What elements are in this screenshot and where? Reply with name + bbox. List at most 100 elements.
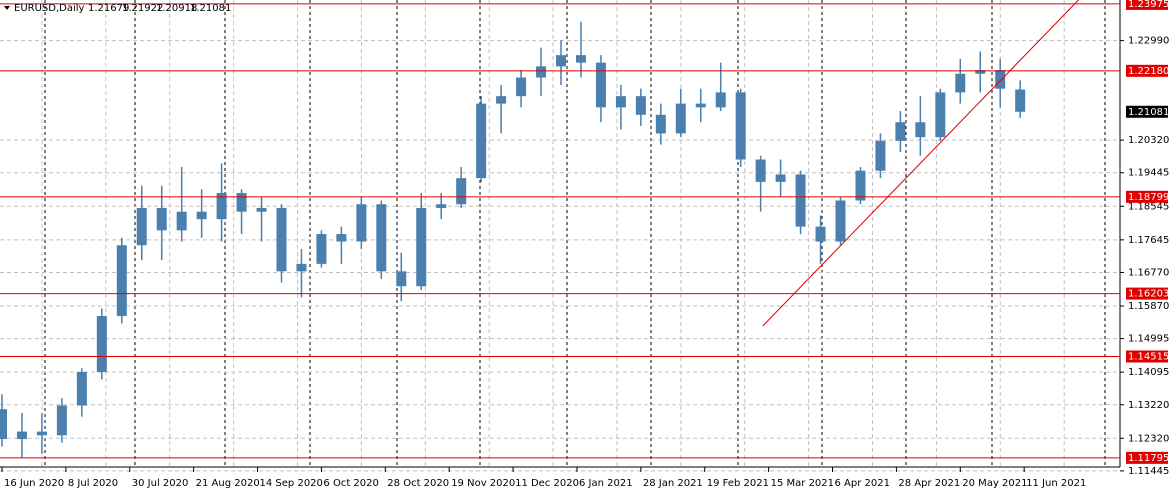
candle-body: [516, 77, 527, 97]
level-label: 1.23975: [1128, 0, 1169, 10]
candle-body: [715, 92, 726, 108]
y-tick-label: 1.18545: [1128, 201, 1169, 212]
level-label-bg: [1126, 190, 1168, 203]
y-tick-label: 1.19445: [1128, 168, 1169, 179]
candle-body: [36, 431, 47, 436]
x-tick-label: 15 Mar 2021: [771, 478, 834, 489]
y-tick-label: 1.14995: [1128, 334, 1169, 345]
trendline: [762, 0, 1079, 327]
candle-body: [835, 200, 846, 242]
candle-body: [1015, 89, 1026, 112]
x-tick-label: 6 Apr 2021: [835, 478, 890, 489]
x-tick-label: 6 Jan 2021: [579, 478, 633, 489]
x-tick-label: 20 May 2021: [962, 478, 1027, 489]
candle-body: [875, 140, 886, 171]
candle-body: [755, 159, 766, 182]
candle-body: [476, 103, 487, 179]
x-tick-label: 28 Oct 2020: [387, 478, 449, 489]
x-tick-label: 8 Jul 2020: [68, 478, 118, 489]
price-label: 1.21081: [1128, 107, 1169, 118]
candle-body: [196, 211, 207, 220]
menu-arrow: [4, 6, 10, 10]
low-value: 1.20918: [156, 3, 197, 14]
x-tick-label: 30 Jul 2020: [132, 478, 189, 489]
level-label-bg: [1126, 451, 1168, 464]
candle-body: [376, 204, 387, 272]
level-label: 1.14515: [1128, 351, 1169, 362]
x-tick-label: 19 Nov 2020: [451, 478, 515, 489]
candle-body: [296, 263, 307, 272]
high-value: 1.21922: [122, 3, 163, 14]
candle-body: [775, 174, 786, 182]
candle-body: [735, 92, 746, 160]
x-tick-label: 11 Dec 2020: [515, 478, 579, 489]
level-label: 1.18799: [1128, 192, 1169, 203]
x-tick-label: 28 Apr 2021: [898, 478, 960, 489]
level-label-bg: [1126, 350, 1168, 363]
candle-body: [496, 96, 507, 104]
symbol-title: EURUSD,Daily: [14, 3, 85, 14]
candle-body: [416, 207, 427, 287]
level-label: 1.22180: [1128, 66, 1169, 77]
candle-body: [655, 114, 666, 134]
candle-body: [795, 174, 806, 227]
x-tick-label: 19 Feb 2021: [707, 478, 769, 489]
candle-body: [56, 405, 67, 436]
candle-body: [815, 226, 826, 242]
level-label: 1.11795: [1128, 453, 1169, 464]
candle-body: [456, 178, 467, 205]
candle-body: [975, 70, 986, 74]
candle-body: [236, 193, 247, 212]
candle-body: [156, 207, 167, 231]
x-tick-label: 11 Jun 2021: [1026, 478, 1086, 489]
y-tick-label: 1.14095: [1128, 367, 1169, 378]
level-label: 1.16203: [1128, 289, 1169, 300]
candle-body: [995, 70, 1006, 89]
x-tick-label: 21 Aug 2020: [196, 478, 260, 489]
x-tick-label: 6 Oct 2020: [323, 478, 378, 489]
y-tick-label: 1.17645: [1128, 235, 1169, 246]
y-tick-label: 1.16770: [1128, 267, 1169, 278]
candle-body: [615, 96, 626, 108]
candle-body: [176, 211, 187, 231]
candle-body: [336, 234, 347, 242]
candle-body: [575, 55, 586, 63]
candle-body: [136, 207, 147, 246]
x-tick-label: 14 Sep 2020: [260, 478, 323, 489]
y-tick-label: 1.22990: [1128, 36, 1169, 47]
candle-body: [935, 92, 946, 138]
candle-body: [16, 431, 27, 440]
y-tick-label: 1.12320: [1128, 433, 1169, 444]
candle-body: [635, 96, 646, 115]
candle-body: [955, 73, 966, 93]
candle-body: [216, 193, 227, 220]
level-label-bg: [1126, 64, 1168, 77]
x-tick-label: 28 Jan 2021: [643, 478, 703, 489]
x-tick-label: 16 Jun 2020: [4, 478, 64, 489]
header: EURUSD,Daily 1.21679 1.21922 1.20918 1.2…: [4, 3, 231, 14]
candle-body: [356, 204, 367, 242]
candle-body: [915, 122, 926, 138]
close-value: 1.21081: [190, 3, 231, 14]
y-tick-label: 1.13220: [1128, 400, 1169, 411]
candle-body: [855, 170, 866, 201]
candle-body: [536, 66, 547, 78]
y-tick-label: 1.15870: [1128, 301, 1169, 312]
candle-body: [96, 316, 107, 372]
y-tick-label: 1.20320: [1128, 135, 1169, 146]
candle-body: [396, 271, 407, 287]
candle-body: [276, 207, 287, 272]
candle-body: [76, 371, 87, 406]
level-label-bg: [1126, 0, 1168, 10]
candle-body: [256, 207, 267, 212]
candle-body: [316, 234, 327, 264]
candle-body: [116, 245, 127, 317]
candle-body: [895, 122, 906, 141]
open-value: 1.21679: [88, 3, 129, 14]
candle-body: [555, 55, 566, 67]
candle-body: [0, 409, 7, 440]
level-label-bg: [1126, 287, 1168, 300]
